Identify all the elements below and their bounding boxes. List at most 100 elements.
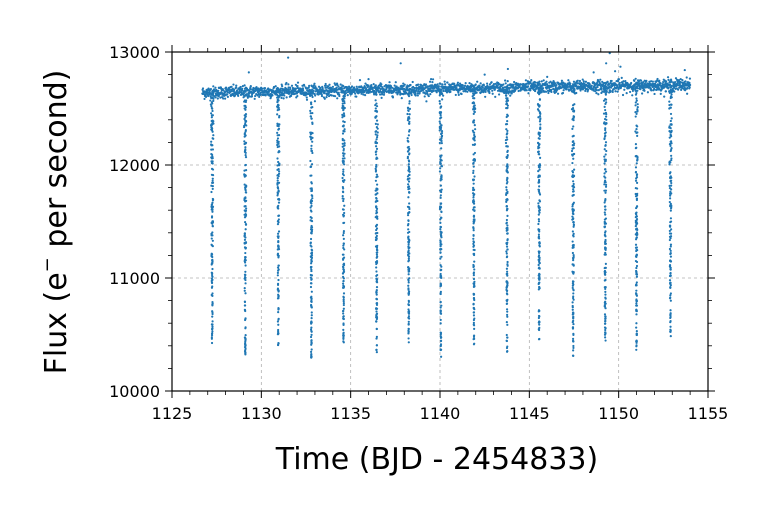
eclipse-point bbox=[210, 143, 213, 146]
eclipse-point bbox=[635, 313, 638, 316]
eclipse-point bbox=[210, 215, 214, 218]
eclipse-point bbox=[572, 256, 575, 259]
eclipse-point bbox=[440, 174, 443, 177]
eclipse-point bbox=[244, 134, 247, 137]
baseline-point bbox=[409, 83, 412, 87]
eclipse-point bbox=[572, 224, 575, 227]
eclipse-point bbox=[669, 209, 672, 212]
baseline-point bbox=[331, 85, 335, 88]
eclipse-point bbox=[439, 225, 442, 228]
eclipse-point bbox=[407, 290, 411, 293]
baseline-point bbox=[657, 87, 661, 90]
eclipse-point bbox=[244, 215, 247, 218]
eclipse-point bbox=[669, 193, 672, 196]
eclipse-point bbox=[572, 280, 575, 283]
eclipse-point bbox=[636, 89, 639, 92]
eclipse-point bbox=[342, 168, 345, 171]
baseline-point bbox=[203, 97, 206, 101]
baseline-point bbox=[538, 83, 541, 86]
eclipse-point bbox=[342, 286, 345, 289]
baseline-point bbox=[639, 79, 643, 82]
baseline-point bbox=[391, 96, 395, 99]
baseline-point bbox=[632, 86, 635, 89]
baseline-point bbox=[336, 97, 339, 100]
baseline-point bbox=[656, 77, 659, 81]
eclipse-point bbox=[604, 297, 607, 300]
eclipse-point bbox=[473, 209, 476, 212]
baseline-point bbox=[271, 94, 274, 97]
eclipse-point bbox=[537, 213, 540, 216]
eclipse-point bbox=[572, 115, 575, 118]
baseline-point bbox=[486, 82, 489, 85]
baseline-point bbox=[638, 82, 641, 85]
eclipse-point bbox=[472, 265, 475, 269]
eclipse-point bbox=[537, 274, 540, 277]
eclipse-point bbox=[603, 273, 607, 276]
eclipse-point bbox=[310, 254, 314, 257]
baseline-point bbox=[362, 93, 365, 96]
eclipse-point bbox=[669, 190, 672, 193]
eclipse-point bbox=[670, 154, 673, 157]
eclipse-point bbox=[603, 117, 607, 121]
eclipse-point bbox=[210, 205, 213, 208]
eclipse-point bbox=[310, 300, 313, 303]
eclipse-point bbox=[472, 229, 475, 232]
eclipse-point bbox=[310, 189, 313, 192]
baseline-point bbox=[498, 93, 501, 96]
eclipse-point bbox=[276, 282, 280, 285]
eclipse-point bbox=[440, 268, 443, 271]
eclipse-point bbox=[537, 190, 541, 193]
eclipse-point bbox=[375, 102, 378, 105]
eclipse-point bbox=[407, 329, 410, 332]
baseline-point bbox=[534, 81, 537, 84]
eclipse-point bbox=[376, 215, 379, 218]
eclipse-point bbox=[440, 164, 443, 168]
eclipse-point bbox=[244, 282, 247, 285]
eclipse-point bbox=[341, 176, 344, 180]
eclipse-point bbox=[604, 230, 607, 233]
eclipse-point bbox=[342, 244, 345, 247]
eclipse-point bbox=[636, 192, 639, 195]
eclipse-point bbox=[310, 290, 313, 293]
eclipse-point bbox=[243, 234, 246, 237]
baseline-point bbox=[630, 81, 633, 85]
eclipse-point bbox=[670, 181, 673, 185]
eclipse-point bbox=[211, 327, 214, 330]
baseline-point bbox=[453, 82, 456, 86]
baseline-point bbox=[421, 84, 425, 87]
baseline-point bbox=[608, 83, 611, 86]
baseline-point bbox=[360, 92, 363, 95]
baseline-point bbox=[313, 100, 317, 103]
eclipse-point bbox=[342, 112, 346, 115]
eclipse-point bbox=[669, 255, 673, 258]
baseline-point bbox=[393, 84, 396, 87]
eclipse-point bbox=[374, 193, 377, 196]
baseline-point bbox=[324, 82, 327, 86]
eclipse-point bbox=[276, 100, 279, 103]
eclipse-point bbox=[341, 137, 344, 141]
baseline-point bbox=[520, 83, 523, 86]
eclipse-point bbox=[277, 151, 280, 154]
eclipse-point bbox=[472, 137, 475, 140]
eclipse-point bbox=[276, 320, 279, 323]
baseline-point bbox=[436, 83, 439, 86]
eclipse-point bbox=[472, 112, 475, 116]
eclipse-point bbox=[537, 288, 540, 291]
x-tick-label: 1125 bbox=[152, 404, 193, 423]
eclipse-point bbox=[342, 262, 346, 265]
eclipse-point bbox=[310, 342, 313, 345]
baseline-point bbox=[243, 84, 246, 87]
eclipse-point bbox=[669, 328, 672, 331]
eclipse-point bbox=[310, 262, 313, 265]
eclipse-point bbox=[211, 179, 214, 182]
eclipse-point bbox=[374, 133, 377, 136]
eclipse-point bbox=[669, 321, 672, 324]
eclipse-point bbox=[604, 208, 607, 211]
eclipse-point bbox=[243, 209, 246, 212]
eclipse-point bbox=[310, 326, 313, 329]
eclipse-point bbox=[309, 241, 312, 244]
eclipse-point bbox=[310, 355, 313, 359]
eclipse-point bbox=[472, 108, 475, 111]
eclipse-point bbox=[407, 310, 410, 313]
baseline-point bbox=[209, 87, 213, 91]
